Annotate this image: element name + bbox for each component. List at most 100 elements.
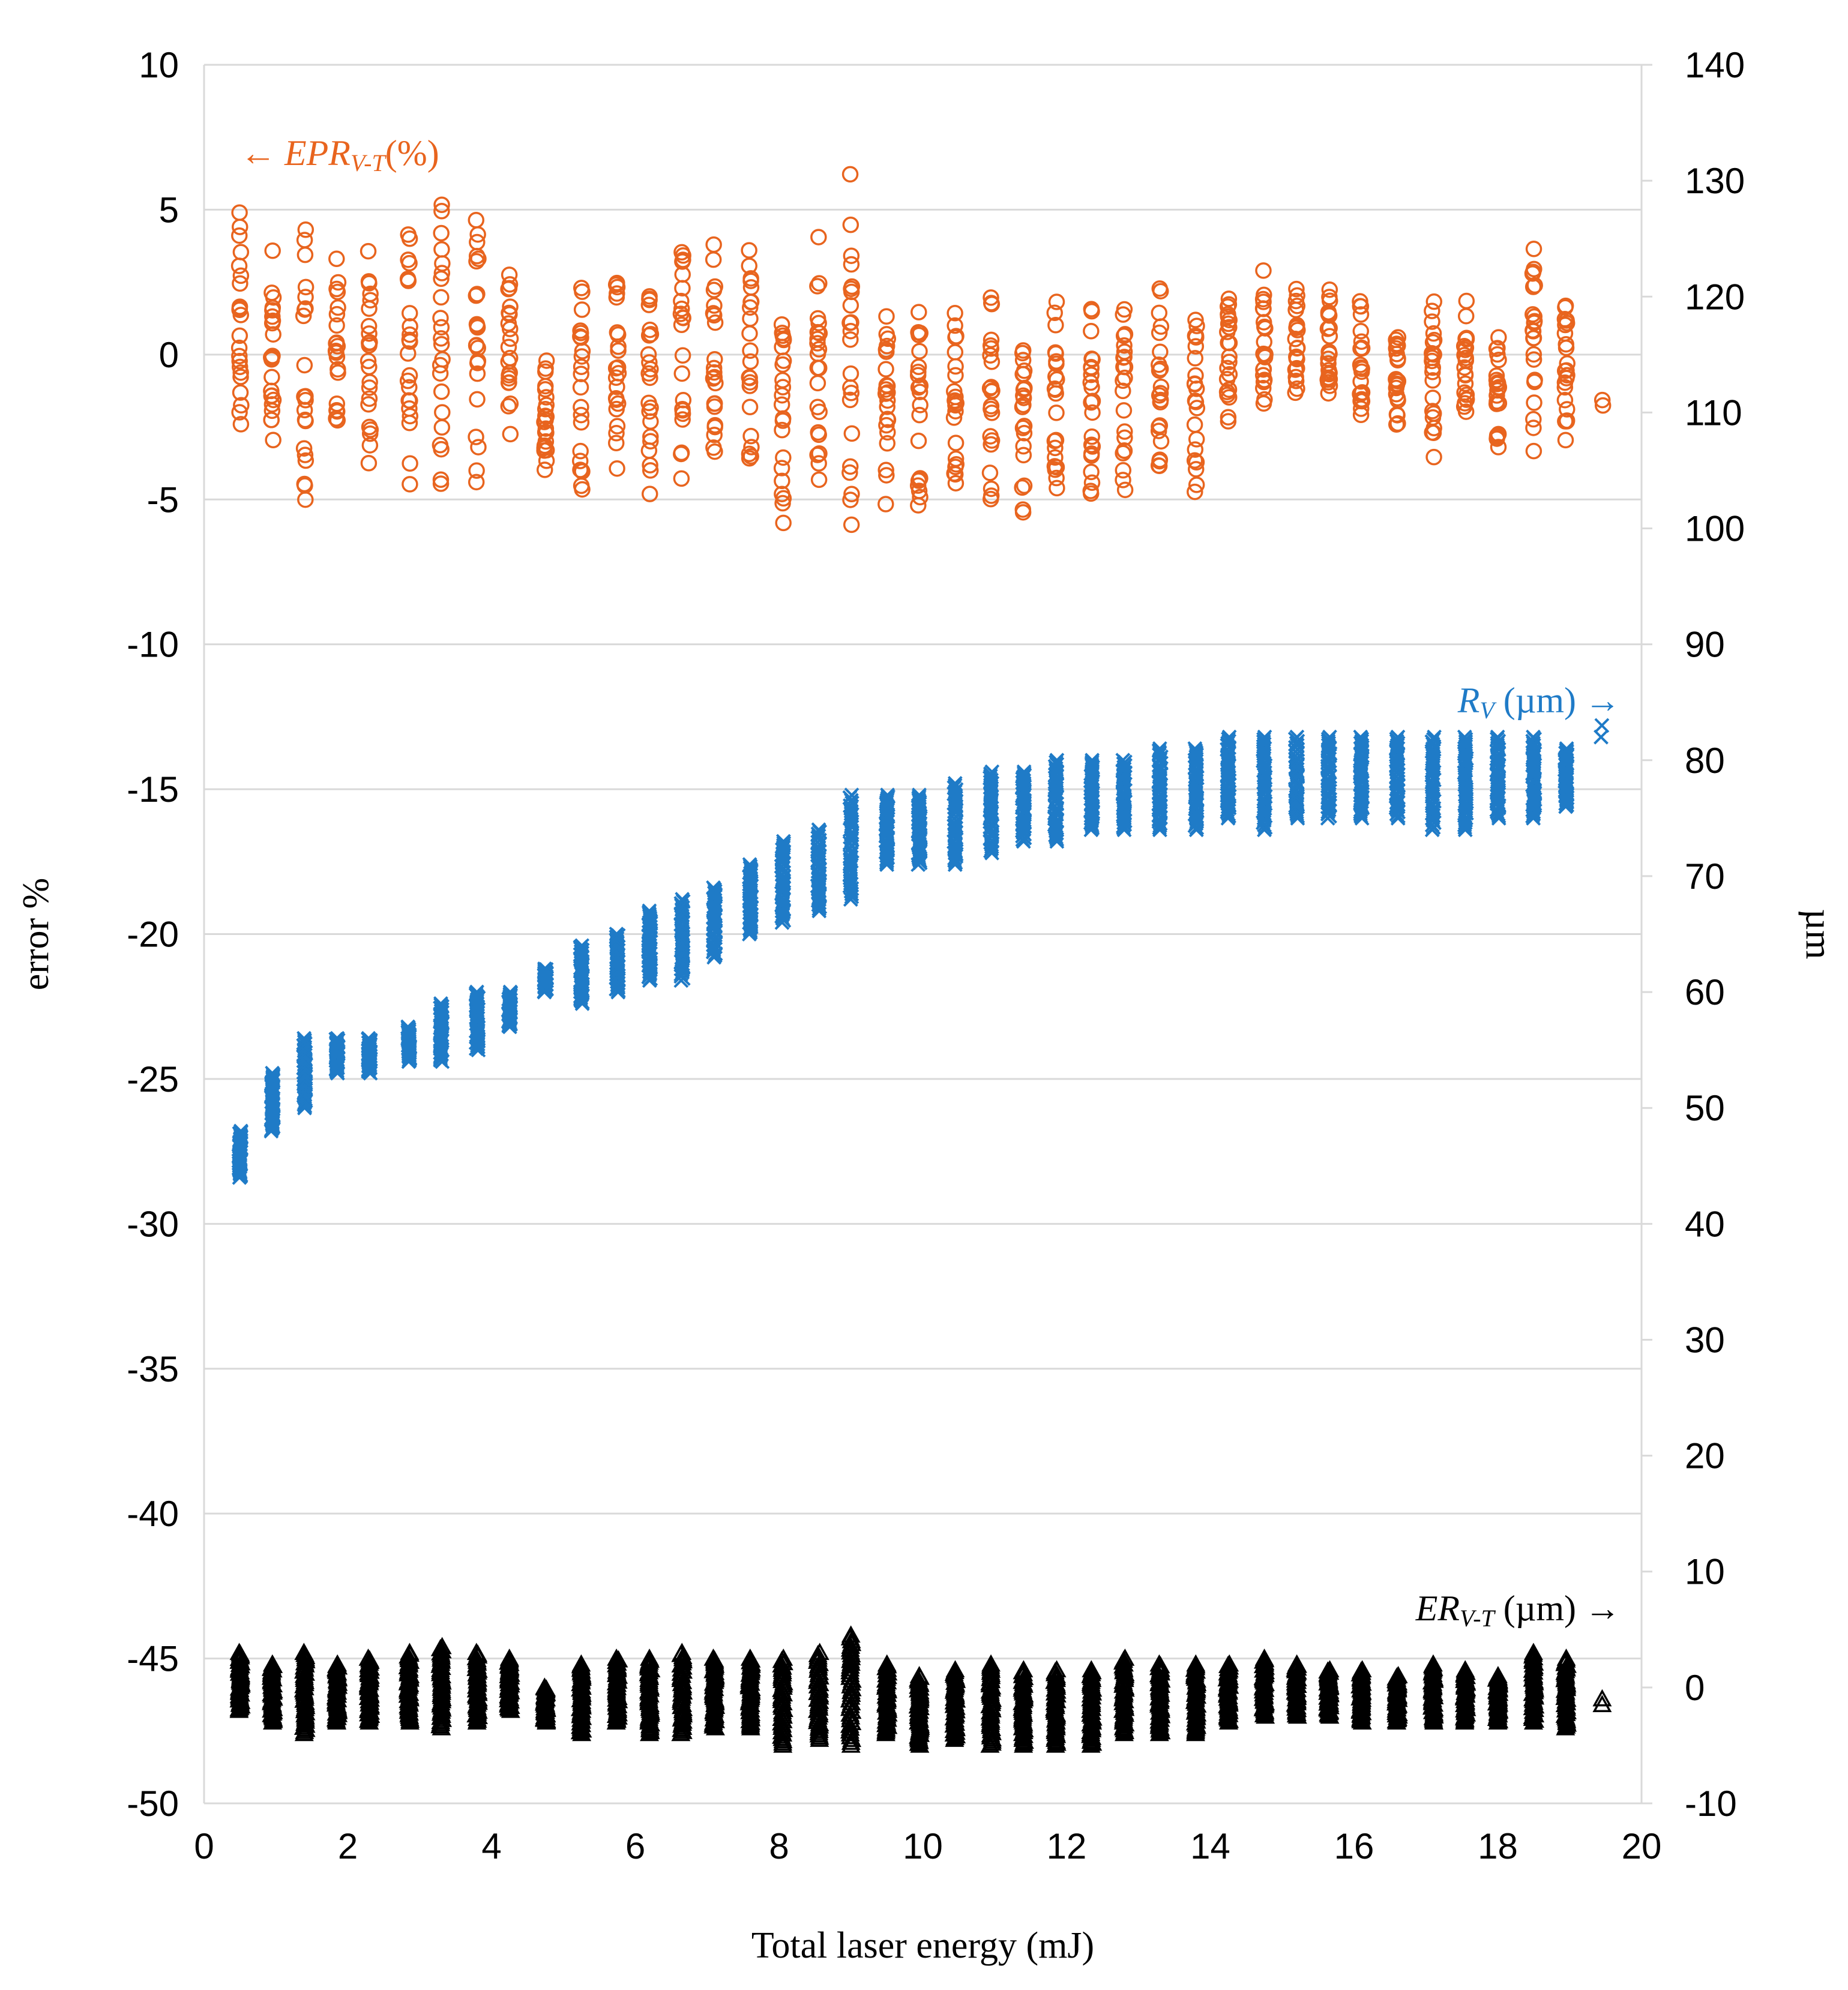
annotation-er-suffix: (µm) bbox=[1494, 1589, 1576, 1628]
epr-point bbox=[264, 242, 281, 259]
epr-point bbox=[1457, 403, 1475, 420]
rv-point bbox=[844, 787, 859, 803]
epr-point bbox=[537, 381, 554, 398]
epr-point bbox=[1389, 415, 1406, 432]
epr-point bbox=[265, 289, 282, 306]
rv-point bbox=[776, 836, 792, 851]
epr-point bbox=[1320, 343, 1337, 360]
epr-point bbox=[296, 446, 314, 463]
epr-point bbox=[402, 455, 418, 472]
epr-point bbox=[877, 461, 894, 479]
epr-point bbox=[809, 359, 826, 376]
epr-point bbox=[538, 389, 555, 406]
epr-point bbox=[1187, 461, 1205, 478]
epr-point bbox=[297, 221, 315, 238]
epr-point bbox=[810, 314, 827, 332]
epr-point bbox=[607, 276, 625, 293]
epr-point bbox=[361, 425, 379, 442]
rv-point bbox=[265, 1065, 280, 1081]
epr-point bbox=[1115, 358, 1132, 376]
annotation-rv-arrow: → bbox=[1585, 681, 1621, 720]
epr-point bbox=[843, 385, 860, 401]
rv-point bbox=[296, 1030, 312, 1046]
y-left-tick-label: -30 bbox=[127, 1204, 179, 1244]
epr-point bbox=[1116, 337, 1133, 354]
epr-point bbox=[232, 275, 248, 292]
epr-point bbox=[1116, 349, 1133, 365]
rv-point bbox=[706, 880, 721, 895]
epr-point bbox=[1219, 323, 1236, 340]
annotation-rv-main: R bbox=[1457, 681, 1480, 720]
epr-point bbox=[674, 309, 691, 326]
epr-point bbox=[1353, 384, 1371, 401]
epr-point bbox=[1425, 331, 1443, 349]
epr-point bbox=[841, 391, 859, 409]
x-tick-label: 20 bbox=[1622, 1826, 1662, 1866]
epr-point bbox=[537, 400, 554, 418]
epr-point bbox=[361, 358, 378, 376]
epr-point bbox=[468, 462, 485, 479]
epr-point bbox=[470, 439, 487, 455]
epr-point bbox=[360, 396, 377, 413]
epr-point bbox=[742, 427, 759, 445]
epr-point bbox=[432, 310, 449, 326]
rv-point bbox=[775, 838, 791, 853]
epr-point bbox=[673, 292, 690, 310]
epr-point bbox=[1353, 339, 1370, 356]
epr-point bbox=[1084, 438, 1101, 455]
epr-point bbox=[1083, 360, 1100, 377]
epr-point bbox=[1082, 485, 1100, 502]
epr-point bbox=[330, 299, 346, 316]
y-right-tick-label: 110 bbox=[1685, 392, 1742, 433]
epr-point bbox=[232, 267, 250, 284]
epr-point bbox=[1187, 483, 1203, 501]
epr-point bbox=[706, 364, 723, 381]
epr-point bbox=[1320, 369, 1337, 386]
epr-point bbox=[1353, 333, 1370, 350]
epr-point bbox=[642, 462, 659, 479]
epr-point bbox=[1186, 452, 1203, 469]
epr-point bbox=[878, 337, 895, 355]
epr-point bbox=[608, 391, 625, 408]
epr-point bbox=[705, 359, 723, 377]
epr-point bbox=[912, 470, 929, 487]
epr-point bbox=[1255, 345, 1272, 362]
epr-point bbox=[1015, 437, 1032, 455]
epr-point bbox=[1151, 451, 1169, 468]
epr-point bbox=[741, 445, 758, 463]
epr-point bbox=[468, 253, 485, 270]
epr-point bbox=[910, 304, 927, 320]
epr-point bbox=[573, 406, 590, 424]
epr-point bbox=[1490, 329, 1507, 346]
epr-point bbox=[401, 305, 418, 322]
epr-point bbox=[1424, 389, 1441, 406]
epr-point bbox=[402, 326, 418, 343]
epr-point bbox=[843, 256, 860, 273]
epr-point bbox=[361, 418, 378, 436]
epr-point bbox=[433, 383, 450, 400]
epr-point bbox=[432, 471, 450, 488]
x-tick-label: 16 bbox=[1334, 1826, 1374, 1866]
epr-point bbox=[500, 398, 517, 415]
epr-point bbox=[402, 333, 418, 350]
epr-point bbox=[809, 278, 826, 295]
epr-point bbox=[673, 470, 690, 487]
epr-point bbox=[361, 390, 378, 407]
rv-point bbox=[469, 984, 484, 1000]
epr-point bbox=[1490, 375, 1506, 392]
epr-point bbox=[1116, 429, 1133, 446]
epr-point bbox=[573, 348, 591, 365]
epr-point bbox=[1287, 301, 1304, 319]
epr-point bbox=[1115, 382, 1131, 400]
y-left-tick-label: -15 bbox=[127, 769, 179, 810]
epr-point bbox=[642, 433, 659, 449]
epr-point bbox=[842, 365, 859, 382]
epr-point bbox=[1424, 372, 1441, 389]
epr-point bbox=[842, 491, 859, 508]
epr-point bbox=[1526, 314, 1543, 331]
epr-point bbox=[1425, 448, 1442, 466]
epr-point bbox=[231, 204, 248, 221]
rv-point bbox=[330, 1030, 345, 1046]
epr-point bbox=[502, 349, 519, 367]
epr-point bbox=[574, 283, 591, 300]
